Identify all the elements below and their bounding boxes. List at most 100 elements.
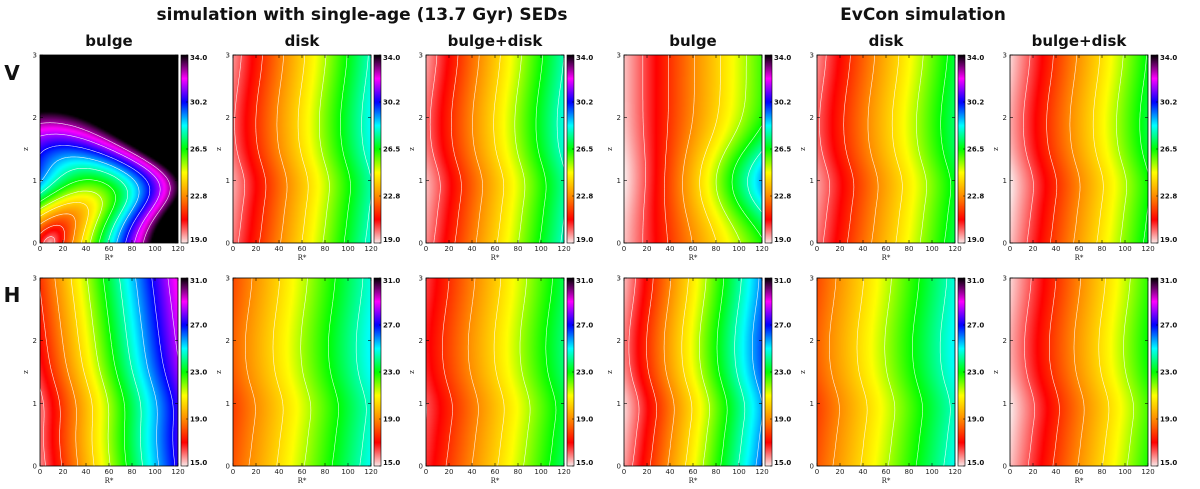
y-tick-label: 2 (419, 337, 423, 345)
y-tick-label: 3 (810, 52, 814, 60)
colorbar-tick-label: 15.0 (383, 459, 400, 467)
colorbar-tick-label: 26.5 (967, 146, 984, 154)
colorbar-tick-label: 31.0 (1160, 277, 1177, 285)
x-tick-label: 120 (364, 245, 377, 253)
y-tick-label: 0 (226, 463, 230, 471)
group-title-evcon: EvCon simulation (840, 5, 1006, 25)
y-tick-label: 1 (33, 177, 37, 185)
contours-g0-v-bulge (39, 122, 171, 244)
colorbar-tick-label: 30.2 (576, 99, 593, 107)
y-tick-label: 1 (617, 400, 621, 408)
y-axis-label: z (992, 147, 1000, 151)
x-tick-label: 120 (948, 245, 961, 253)
colorbar-tick-label: 19.0 (967, 236, 984, 244)
x-tick-label: 0 (231, 468, 235, 476)
colorbar-tick-label: 23.0 (967, 369, 984, 377)
x-axis-label: R* (882, 254, 891, 262)
y-tick-label: 1 (1003, 177, 1007, 185)
colorbar-tick-label: 19.0 (576, 236, 593, 244)
y-tick-label: 0 (617, 463, 621, 471)
x-tick-label: 0 (38, 245, 42, 253)
x-axis-label: R* (105, 254, 114, 262)
colorbar-g0-v-bulge-plus-disk (567, 55, 574, 243)
colorbar-g1-v-disk (958, 55, 965, 243)
x-tick-label: 120 (755, 245, 768, 253)
heatmap-g1-v-disk (817, 55, 955, 243)
x-tick-label: 20 (59, 245, 68, 253)
x-axis-label: R* (1075, 477, 1084, 485)
colorbar-tick-label: 31.0 (576, 277, 593, 285)
x-tick-label: 40 (275, 468, 284, 476)
x-tick-label: 100 (925, 245, 938, 253)
x-tick-label: 60 (882, 245, 891, 253)
y-tick-label: 0 (419, 463, 423, 471)
y-tick-label: 0 (617, 240, 621, 248)
colorbar-tick-label: 27.0 (1160, 322, 1177, 330)
colorbar-g0-h-bulge-plus-disk (567, 278, 574, 466)
x-tick-label: 40 (82, 468, 91, 476)
y-axis-label: z (606, 370, 614, 374)
x-axis-label: R* (491, 254, 500, 262)
x-tick-label: 40 (468, 245, 477, 253)
colorbar-tick-label: 27.0 (190, 322, 207, 330)
contours-g1-h-disk (829, 277, 951, 467)
x-tick-label: 100 (1118, 245, 1131, 253)
colorbar-tick-label: 26.5 (774, 146, 791, 154)
x-tick-label: 80 (128, 245, 137, 253)
colorbar-tick-label: 26.5 (576, 146, 593, 154)
colorbar-tick-label: 22.8 (774, 193, 791, 201)
colorbar-g1-h-disk (958, 278, 965, 466)
x-tick-label: 40 (1052, 245, 1061, 253)
colorbar-tick-label: 23.0 (190, 369, 207, 377)
y-tick-label: 0 (1003, 240, 1007, 248)
y-axis-label: z (215, 370, 223, 374)
y-tick-label: 3 (1003, 275, 1007, 283)
x-tick-label: 40 (275, 245, 284, 253)
x-tick-label: 40 (666, 468, 675, 476)
x-tick-label: 80 (1098, 245, 1107, 253)
colorbar-tick-label: 27.0 (383, 322, 400, 330)
x-tick-label: 20 (836, 245, 845, 253)
x-axis-label: R* (689, 254, 698, 262)
x-tick-label: 0 (1008, 245, 1012, 253)
colorbar-tick-label: 19.0 (190, 236, 207, 244)
y-axis-label: z (408, 147, 416, 151)
x-tick-label: 0 (38, 468, 42, 476)
x-tick-label: 40 (859, 468, 868, 476)
colorbar-g0-v-bulge (181, 55, 188, 243)
y-tick-label: 3 (617, 52, 621, 60)
x-tick-label: 40 (82, 245, 91, 253)
colorbar-tick-label: 19.0 (1160, 416, 1177, 424)
y-tick-label: 2 (226, 114, 230, 122)
colorbar-tick-label: 15.0 (576, 459, 593, 467)
y-tick-label: 3 (226, 275, 230, 283)
colorbar-g0-h-disk (374, 278, 381, 466)
panel-title-g1-bulge-plus-disk: bulge+disk (1032, 32, 1128, 50)
contours-g0-h-disk (245, 277, 367, 467)
panel-g0-h-disk: 0 20 40 60 80 100 120 0 1 2 3 R* z 15.0 19.0 23.0 27.0 31… (215, 275, 400, 486)
contours-g0-v-disk (234, 54, 372, 244)
colorbar-g1-h-bulge (765, 278, 772, 466)
colorbar-g0-h-bulge (181, 278, 188, 466)
x-tick-label: 20 (643, 245, 652, 253)
x-tick-label: 0 (815, 245, 819, 253)
x-tick-label: 100 (732, 468, 745, 476)
x-tick-label: 80 (1098, 468, 1107, 476)
x-tick-label: 100 (341, 245, 354, 253)
colorbar-tick-label: 22.8 (576, 193, 593, 201)
group-title-single-age: simulation with single-age (13.7 Gyr) SE… (157, 5, 568, 25)
colorbar-tick-label: 19.0 (774, 236, 791, 244)
x-axis-label: R* (491, 477, 500, 485)
y-tick-label: 0 (33, 240, 37, 248)
y-tick-label: 1 (810, 177, 814, 185)
x-tick-label: 120 (171, 468, 184, 476)
x-tick-label: 20 (1029, 468, 1038, 476)
colorbar-tick-label: 34.0 (1160, 54, 1177, 62)
panel-title-g0-bulge-plus-disk: bulge+disk (448, 32, 544, 50)
colorbar-tick-label: 15.0 (967, 459, 984, 467)
x-tick-label: 120 (171, 245, 184, 253)
y-tick-label: 0 (810, 463, 814, 471)
colorbar-tick-label: 26.5 (1160, 146, 1177, 154)
x-tick-label: 40 (666, 245, 675, 253)
y-tick-label: 3 (33, 275, 37, 283)
